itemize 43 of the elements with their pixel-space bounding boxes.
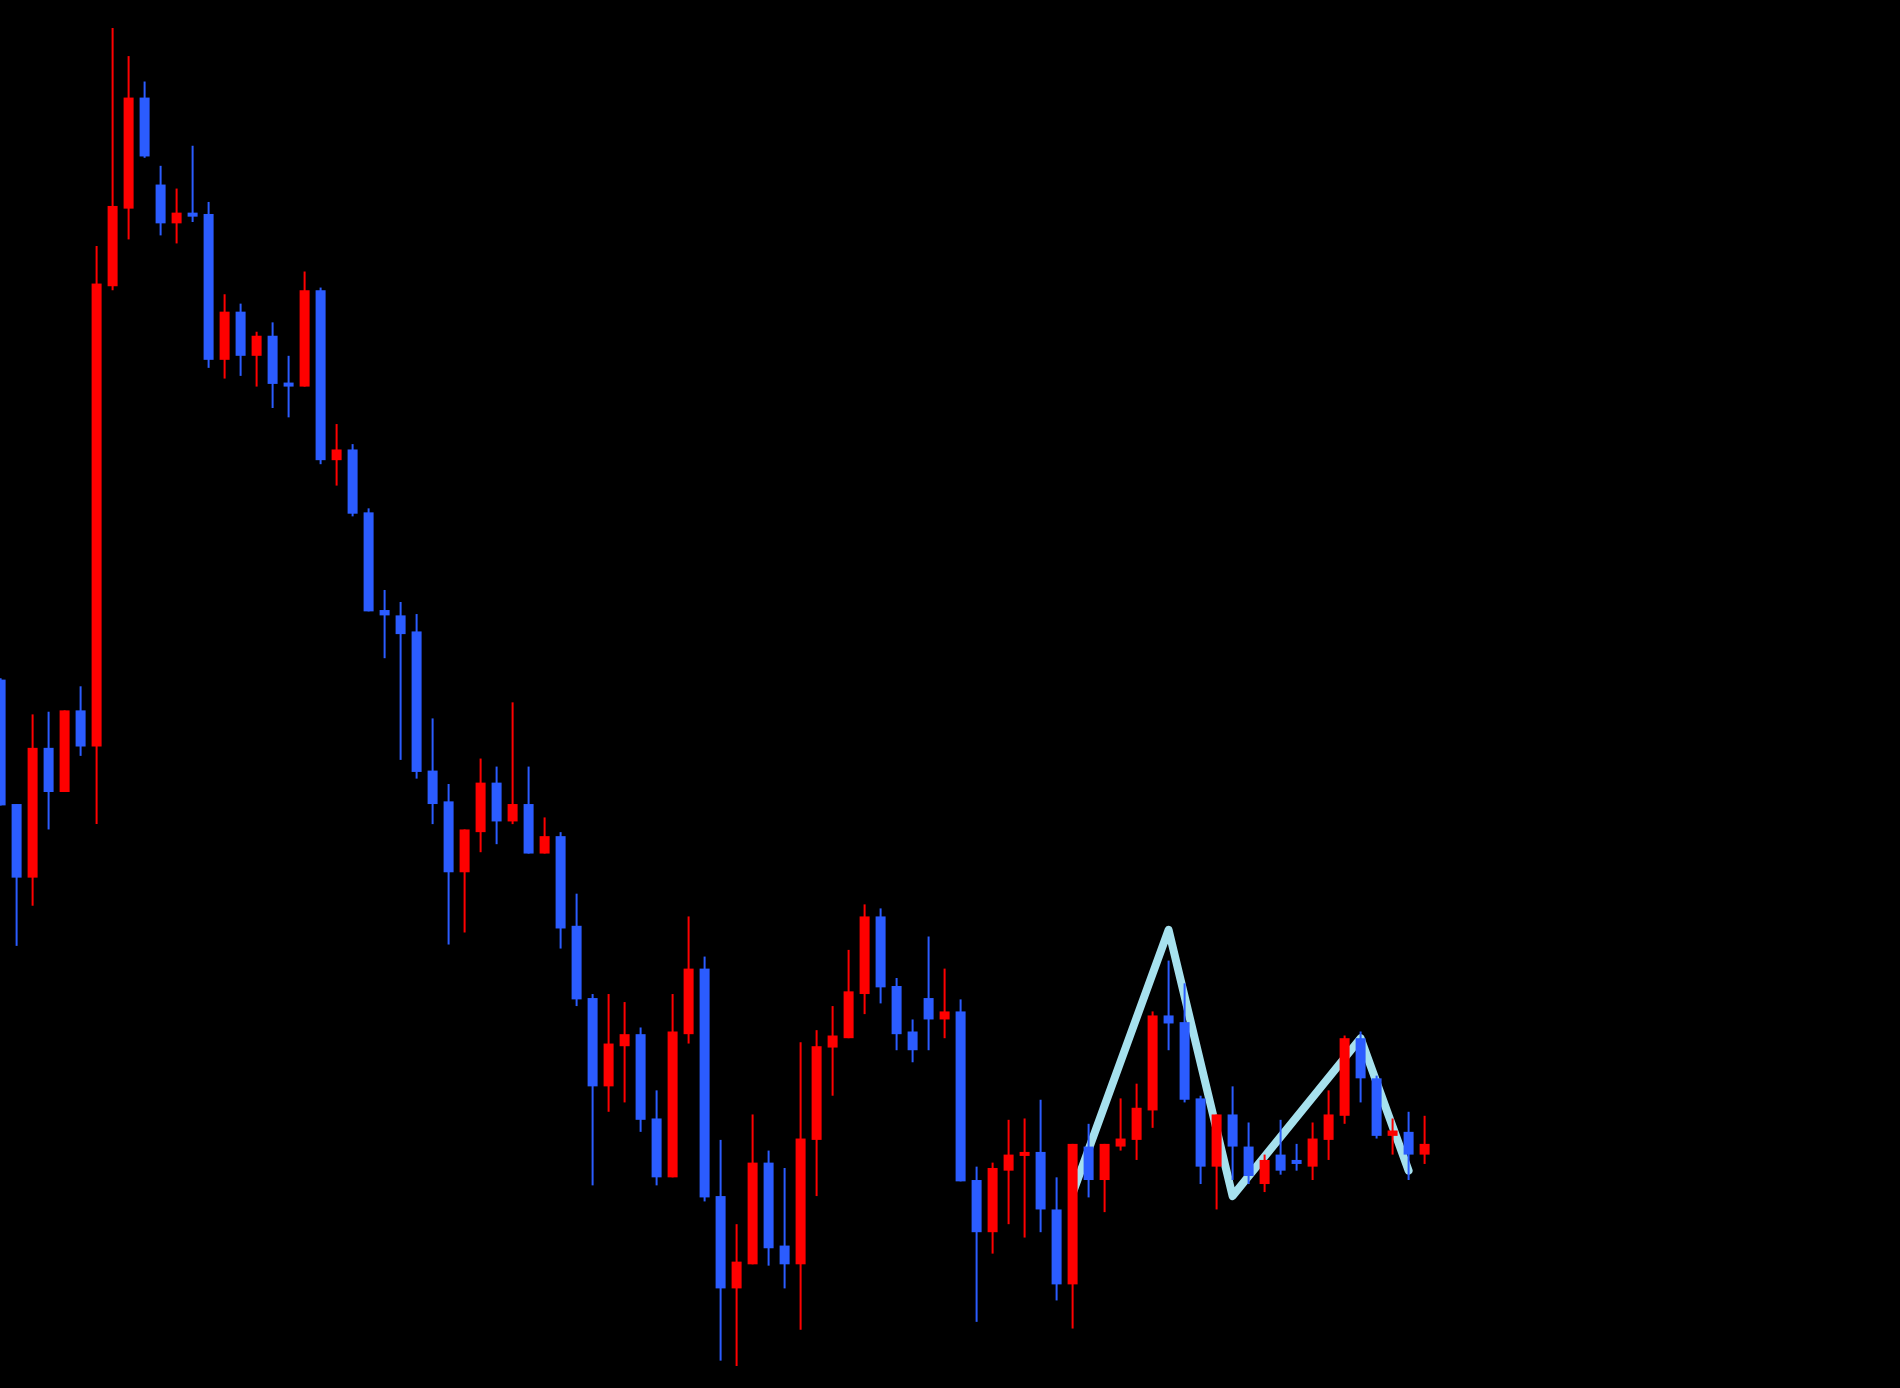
candlestick xyxy=(1019,1117,1030,1239)
candlestick xyxy=(1419,1114,1430,1165)
candlestick xyxy=(1003,1118,1014,1226)
candlestick xyxy=(1115,1097,1126,1152)
candlestick xyxy=(187,144,198,224)
candlestick xyxy=(1323,1089,1334,1161)
candlestick xyxy=(491,765,502,846)
candlestick xyxy=(283,354,294,419)
candlestick xyxy=(1131,1082,1142,1161)
candlestick xyxy=(43,710,54,831)
candlestick xyxy=(1163,959,1174,1052)
candlestick xyxy=(171,187,182,245)
candlestick xyxy=(1227,1085,1238,1182)
candlestick xyxy=(843,948,854,1040)
candlestick xyxy=(939,967,950,1040)
candlestick xyxy=(459,828,470,934)
candlestick xyxy=(155,164,166,237)
candlestick xyxy=(427,717,438,826)
candlestick xyxy=(731,1223,742,1367)
candlestick xyxy=(1291,1142,1302,1172)
candlestick xyxy=(1387,1117,1398,1156)
candlestick xyxy=(1243,1121,1254,1186)
candlestick xyxy=(923,935,934,1052)
candlestick xyxy=(827,1005,838,1097)
candlestick xyxy=(75,685,86,757)
candlestick xyxy=(251,330,262,388)
candlestick xyxy=(1307,1121,1318,1182)
candlestick xyxy=(1275,1118,1286,1176)
candlestick xyxy=(235,302,246,377)
candlestick xyxy=(539,816,550,855)
candlestick xyxy=(1259,1153,1270,1194)
candlestick xyxy=(907,1018,918,1064)
candlestick xyxy=(619,1001,630,1104)
candlestick xyxy=(1403,1110,1414,1182)
candlestick xyxy=(507,701,518,826)
candlestick xyxy=(1099,1142,1110,1214)
candlestick xyxy=(395,601,406,761)
candlestick xyxy=(603,993,614,1113)
candlestick xyxy=(1083,1122,1094,1199)
candlestick xyxy=(1355,1030,1366,1104)
candlestick xyxy=(331,423,342,487)
candlestick xyxy=(779,1166,790,1290)
candlestick xyxy=(379,588,390,660)
